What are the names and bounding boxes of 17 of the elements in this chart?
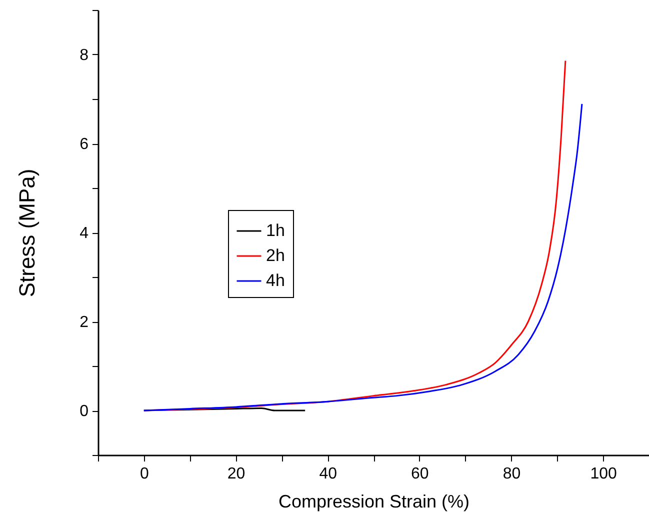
y-tick-label: 4 bbox=[80, 225, 89, 242]
x-axis-title: Compression Strain (%) bbox=[278, 492, 470, 512]
y-tick-label: 8 bbox=[80, 47, 89, 64]
x-tick-label: 20 bbox=[227, 466, 246, 482]
legend-label: 2h bbox=[266, 246, 285, 265]
y-tick-label: 6 bbox=[80, 136, 89, 153]
x-tick-label: 80 bbox=[502, 466, 521, 482]
x-tick-label: 60 bbox=[411, 466, 429, 482]
y-tick-label: 2 bbox=[80, 314, 89, 331]
x-tick-label: 40 bbox=[319, 466, 338, 482]
y-tick-label: 0 bbox=[80, 403, 89, 420]
legend-label: 4h bbox=[266, 271, 285, 290]
legend-label: 1h bbox=[266, 221, 285, 240]
y-axis-title: Stress (MPa) bbox=[14, 168, 40, 298]
x-tick-label: 100 bbox=[590, 466, 618, 482]
x-tick-label: 0 bbox=[140, 466, 149, 482]
line-series bbox=[143, 103, 583, 412]
